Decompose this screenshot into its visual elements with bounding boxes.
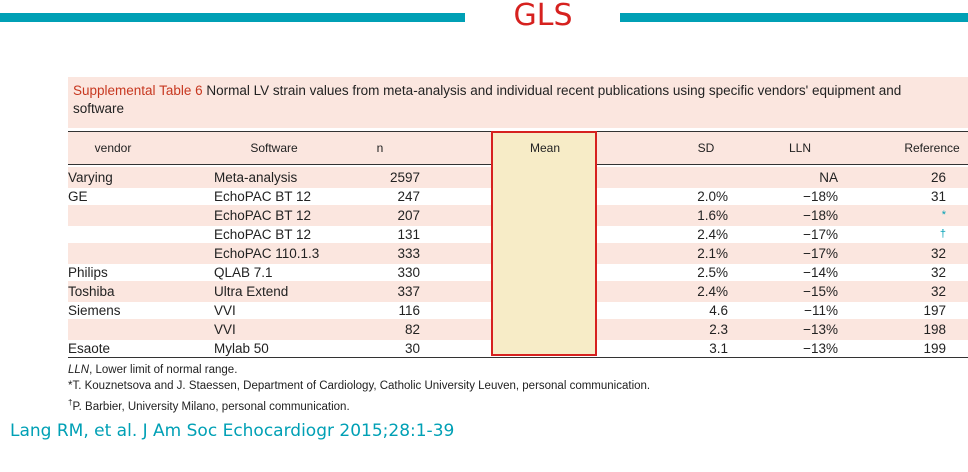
footnote-star: *T. Kouznetsova and J. Staessen, Departm…	[68, 380, 651, 392]
cell-reference: 32	[930, 246, 946, 261]
cell-reference: †	[939, 228, 946, 240]
mean-column-highlight	[491, 133, 596, 356]
cell-lln: −17%	[803, 246, 838, 261]
cell-software: VVI	[214, 322, 236, 337]
cell-sd: 1.6%	[697, 208, 728, 223]
cell-sd: 2.4%	[697, 284, 728, 299]
cell-lln: −15%	[803, 284, 838, 299]
cell-software: Meta-analysis	[214, 170, 298, 185]
cell-software: VVI	[214, 303, 236, 318]
cell-software: EchoPAC BT 12	[214, 208, 312, 223]
cell-reference: *	[941, 209, 946, 221]
cell-vendor: Philips	[68, 265, 108, 280]
header-reference: Reference	[904, 141, 960, 155]
cell-vendor	[68, 205, 178, 226]
cell-software: Ultra Extend	[214, 284, 289, 299]
cell-vendor	[68, 319, 178, 340]
table-label: Supplemental Table 6	[73, 83, 203, 98]
cell-sd: 2.0%	[697, 189, 728, 204]
cell-software: EchoPAC BT 12	[214, 227, 312, 242]
cell-reference: 198	[923, 322, 946, 337]
cell-n: 247	[397, 189, 420, 204]
cell-vendor	[68, 243, 178, 264]
cell-n: 116	[398, 303, 420, 318]
cell-vendor: Toshiba	[68, 284, 115, 299]
cell-sd: 2.3	[709, 322, 728, 337]
citation: Lang RM, et al. J Am Soc Echocardiogr 20…	[10, 421, 455, 441]
header-sd: SD	[697, 141, 715, 155]
footnote-dagger: †P. Barbier, University Milano, personal…	[68, 398, 350, 413]
mean-highlight-box	[491, 131, 597, 356]
cell-software: EchoPAC BT 12	[214, 189, 312, 204]
header-mean: Mean	[529, 141, 561, 155]
cell-lln: −18%	[803, 208, 838, 223]
cell-lln: −13%	[803, 322, 838, 337]
cell-n: 330	[397, 265, 420, 280]
header-n: n	[376, 141, 384, 155]
cell-n: 2597	[389, 170, 420, 185]
table-caption-box: Supplemental Table 6 Normal LV strain va…	[68, 77, 968, 128]
cell-vendor	[68, 224, 178, 245]
cell-lln: NA	[819, 170, 838, 185]
cell-vendor: Esaote	[68, 341, 111, 356]
cell-n: 337	[397, 284, 420, 299]
table-caption: Supplemental Table 6 Normal LV strain va…	[73, 82, 956, 118]
cell-sd	[668, 167, 728, 188]
cell-reference: 32	[930, 284, 946, 299]
cell-vendor: Varying	[68, 170, 113, 185]
cell-lln: −18%	[803, 189, 838, 204]
header-software: Software	[250, 141, 298, 155]
cell-n: 30	[404, 341, 420, 356]
title-bar-right	[620, 13, 968, 22]
cell-n: 333	[397, 246, 420, 261]
cell-sd: 4.6	[709, 303, 728, 318]
cell-software: EchoPAC 110.1.3	[214, 246, 320, 261]
cell-reference: 26	[930, 170, 946, 185]
title-bar-left	[0, 13, 465, 22]
cell-lln: −17%	[803, 227, 838, 242]
cell-reference: 197	[923, 303, 946, 318]
cell-reference: 199	[923, 341, 946, 356]
cell-lln: −13%	[803, 341, 838, 356]
cell-sd: 2.5%	[697, 265, 728, 280]
cell-sd: 2.4%	[697, 227, 728, 242]
cell-sd: 2.1%	[697, 246, 728, 261]
cell-reference: 31	[930, 189, 946, 204]
cell-sd: 3.1	[709, 341, 728, 356]
cell-software: Mylab 50	[214, 341, 269, 356]
cell-n: 131	[397, 227, 420, 242]
table-caption-text: Normal LV strain values from meta-analys…	[73, 83, 902, 116]
cell-lln: −14%	[803, 265, 838, 280]
header-lln: LLN	[788, 141, 811, 155]
cell-vendor: GE	[68, 189, 88, 204]
cell-n: 82	[404, 322, 420, 337]
footnote-lln: LLN, Lower limit of normal range.	[68, 364, 238, 376]
slide-title: GLS	[513, 0, 573, 33]
header-vendor: vendor	[94, 141, 132, 155]
cell-reference: 32	[930, 265, 946, 280]
cell-vendor: Siemens	[68, 303, 121, 318]
table-bottom-rule	[68, 357, 968, 358]
cell-lln: −11%	[804, 303, 838, 318]
cell-software: QLAB 7.1	[214, 265, 273, 280]
cell-n: 207	[397, 208, 420, 223]
